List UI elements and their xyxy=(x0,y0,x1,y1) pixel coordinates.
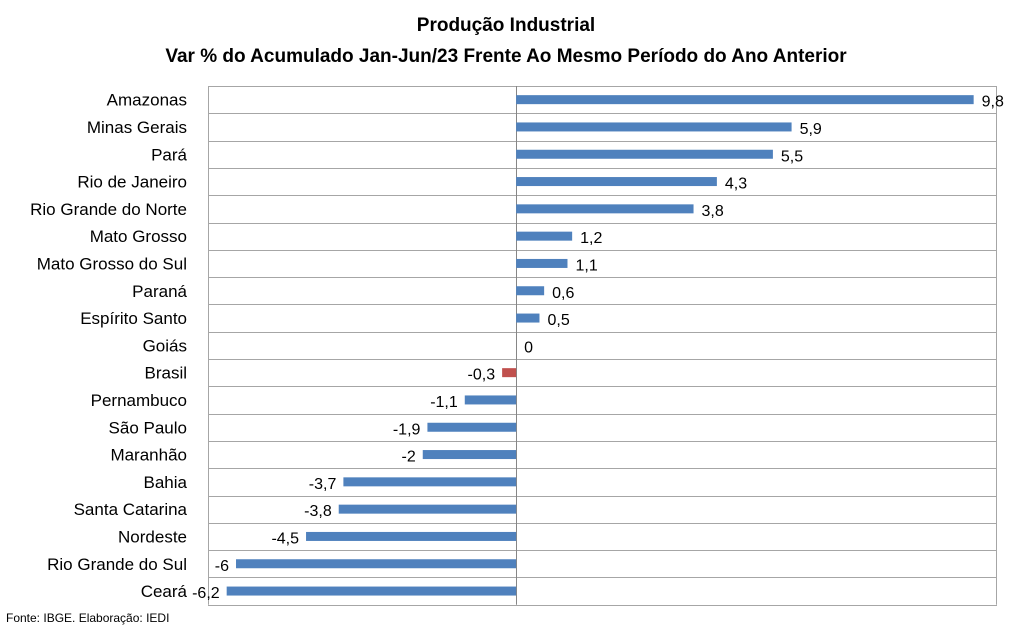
category-label: Mato Grosso xyxy=(90,227,187,246)
data-label: 1,1 xyxy=(575,257,597,274)
bar-para xyxy=(516,149,773,159)
gridlines xyxy=(208,86,997,606)
bar-amazonas xyxy=(516,95,974,105)
bar-parana xyxy=(516,286,545,296)
bar-bahia xyxy=(343,477,517,487)
bar-pernambuco xyxy=(464,395,517,405)
category-label: Amazonas xyxy=(107,91,187,110)
bar-rio-grande-do-sul xyxy=(236,559,517,569)
bar-mato-grosso xyxy=(516,231,573,241)
category-labels: Amazonas Minas Gerais Pará Rio de Janeiro Ri… xyxy=(30,91,187,601)
data-label: -3,7 xyxy=(309,476,337,493)
data-label: 5,9 xyxy=(800,121,822,138)
category-label: Ceará xyxy=(141,582,188,601)
data-label: 0,6 xyxy=(552,285,574,302)
bar-santa-catarina xyxy=(338,504,517,514)
category-label: Rio Grande do Norte xyxy=(30,200,187,219)
category-label: Paraná xyxy=(132,282,187,301)
bar-brasil xyxy=(502,368,517,378)
chart-subtitle: Var % do Acumulado Jan-Jun/23 Frente Ao … xyxy=(165,46,847,67)
bar-minas-gerais xyxy=(516,122,792,132)
category-label: Minas Gerais xyxy=(87,118,187,137)
category-label: Mato Grosso do Sul xyxy=(37,254,187,273)
bar-maranhao xyxy=(422,450,517,460)
data-label: -2 xyxy=(402,449,416,466)
bar-espirito-santo xyxy=(516,313,540,323)
data-label: -4,5 xyxy=(271,530,299,547)
data-label: -6,2 xyxy=(192,585,220,602)
data-label: -0,3 xyxy=(468,367,496,384)
category-label: Pernambuco xyxy=(91,391,187,410)
bar-rio-grande-do-norte xyxy=(516,204,694,214)
bar-nordeste xyxy=(306,531,517,541)
category-label: Rio Grande do Sul xyxy=(47,555,187,574)
data-labels: 9,8 5,9 5,5 4,33,8 1,2 1,10,6 0,5 0 -0,3 -1,1 -1,9… xyxy=(192,94,1004,602)
category-label: São Paulo xyxy=(109,418,187,437)
source-note: Fonte: IBGE. Elaboração: IEDI xyxy=(6,611,169,625)
category-label: Espírito Santo xyxy=(80,309,187,328)
bars xyxy=(226,95,974,596)
category-label: Goiás xyxy=(143,336,187,355)
data-label: -1,9 xyxy=(393,421,421,438)
data-label: 0 xyxy=(524,339,533,356)
category-label: Santa Catarina xyxy=(74,500,188,519)
data-label: 4,3 xyxy=(725,176,747,193)
bar-mato-grosso-do-sul xyxy=(516,258,568,268)
bar-ceara xyxy=(226,586,517,596)
data-label: -6 xyxy=(215,558,229,575)
category-label: Bahia xyxy=(144,473,188,492)
data-label: 5,5 xyxy=(781,148,803,165)
data-label: -3,8 xyxy=(304,503,332,520)
bar-rio-de-janeiro xyxy=(516,177,717,187)
data-label: 1,2 xyxy=(580,230,602,247)
chart-title: Produção Industrial xyxy=(417,15,595,36)
bar-sao-paulo xyxy=(427,422,517,432)
data-label: -1,1 xyxy=(430,394,458,411)
data-label: 3,8 xyxy=(702,203,724,220)
category-label: Rio de Janeiro xyxy=(77,173,187,192)
category-label: Brasil xyxy=(144,364,187,383)
category-label: Nordeste xyxy=(118,527,187,546)
category-label: Maranhão xyxy=(110,446,187,465)
data-label: 0,5 xyxy=(547,312,569,329)
data-label: 9,8 xyxy=(982,94,1004,111)
category-label: Pará xyxy=(151,145,187,164)
